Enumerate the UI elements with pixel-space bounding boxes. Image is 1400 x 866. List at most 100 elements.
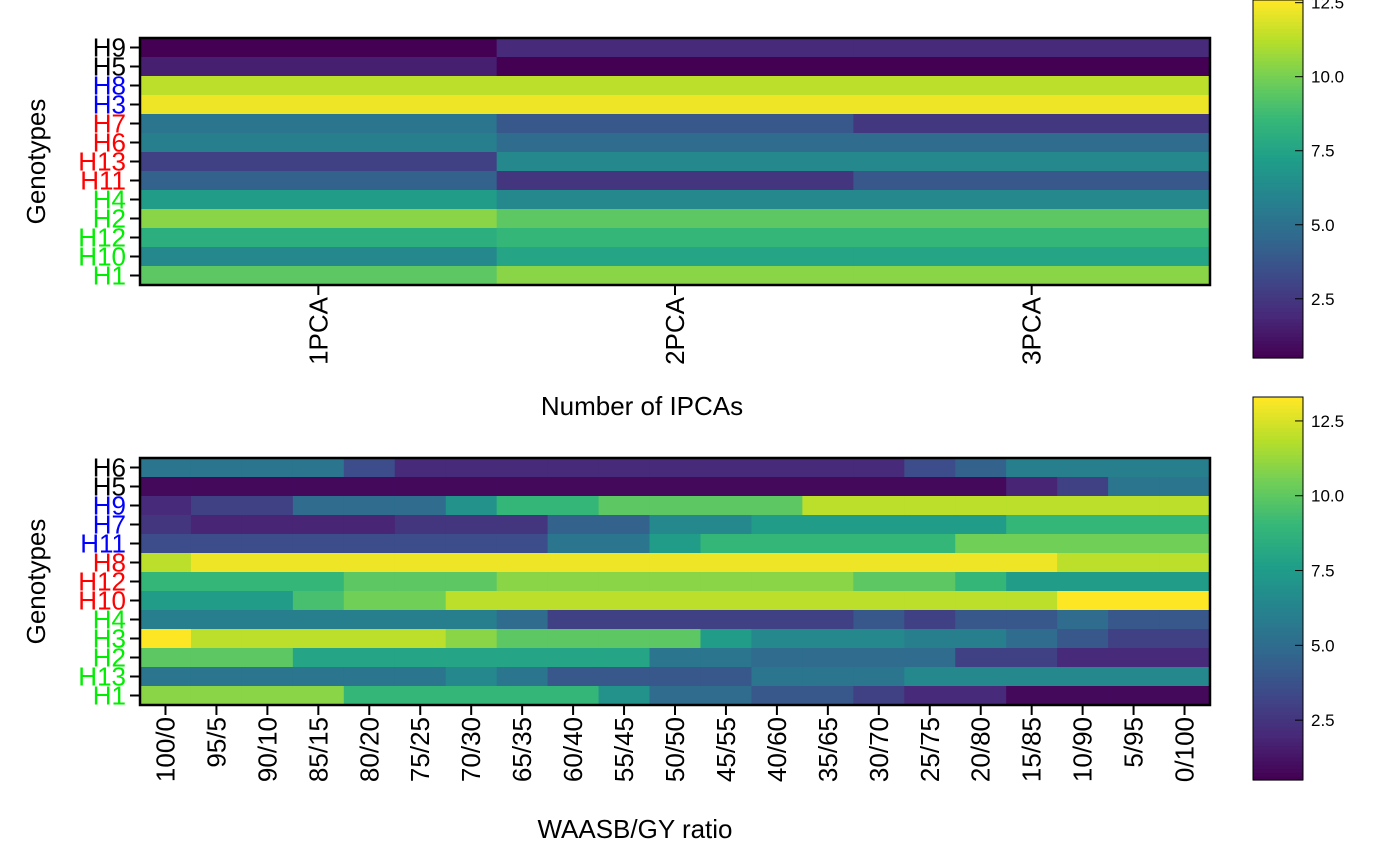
colorbar-segment [1253,336,1303,341]
heatmap-cell [1159,667,1211,687]
colorbar-segment [1253,676,1303,682]
heatmap-cell [496,515,549,535]
heatmap-cell [445,667,498,687]
heatmap-cell [496,266,854,286]
heatmap-cell [1108,686,1160,706]
colorbar-segment [1253,596,1303,601]
heatmap-cell [853,458,905,478]
heatmap-cell [598,667,651,687]
heatmap-cell [496,114,854,134]
heatmap-cell [700,667,753,687]
heatmap-cell [343,496,396,516]
heatmap-cell [751,534,803,554]
heatmap-cell [1159,648,1211,668]
heatmap-cell [1057,534,1109,554]
heatmap-cell [394,686,447,706]
heatmap-cell [1108,553,1160,573]
heatmap-cell [140,648,192,668]
y-tick-label: H4 [93,185,126,215]
colorbar-segment [1253,691,1303,697]
colorbar-segment [1253,146,1303,151]
heatmap-cell [445,553,498,573]
heatmap-cell [955,629,1007,649]
heatmap-cell [649,534,702,554]
heatmap-cell [904,667,956,687]
heatmap-cell [445,477,498,497]
colorbar-segment [1253,630,1303,636]
x-axis-title: WAASB/GY ratio [537,814,732,844]
heatmap-cell [853,629,905,649]
heatmap-cell [190,458,243,478]
heatmap-cell [1057,572,1109,592]
heatmap-cell [343,629,396,649]
heatmap-cell [394,496,447,516]
heatmap-cell [496,591,549,611]
colorbar-segment [1253,611,1303,616]
colorbar-segment [1253,397,1303,402]
heatmap-cell [496,247,854,267]
heatmap-cell [853,572,905,592]
heatmap-cell [496,190,854,210]
heatmap-cell [598,515,651,535]
colorbar-segment [1253,57,1303,62]
heatmap-cell [904,572,956,592]
heatmap-cell [547,534,600,554]
heatmap-cell [853,477,905,497]
heatmap-cell [802,515,854,535]
heatmap-cell [241,648,294,668]
heatmap-cell [394,553,447,573]
colorbar-tick-label: 12.5 [1311,412,1344,431]
heatmap-cell [598,572,651,592]
x-tick-label: 20/80 [966,717,996,782]
heatmap-cell [140,458,192,478]
x-axis-title: Number of IPCAs [541,391,743,421]
colorbar-segment [1253,132,1303,137]
heatmap-cell [598,648,651,668]
heatmap-cell [1108,572,1160,592]
colorbar-segment [1253,580,1303,586]
colorbar-segment [1253,672,1303,678]
heatmap-cell [496,648,549,668]
colorbar-tick-label: 12.5 [1311,0,1344,13]
colorbar-segment [1253,289,1303,295]
heatmap-cell [394,477,447,497]
heatmap-cell [394,458,447,478]
heatmap-cell [955,591,1007,611]
colorbar-segment [1253,485,1303,490]
heatmap-cell [140,553,192,573]
colorbar-segment [1253,307,1303,313]
y-tick-label: H7 [93,109,126,139]
x-tick-label: 1PCA [303,296,333,365]
colorbar-frame [1252,396,1304,781]
heatmap-cell [241,477,294,497]
y-tick-label: H11 [80,529,126,559]
heatmap-cell [547,458,600,478]
colorbar-segment [1253,68,1303,73]
colorbar-segment [1253,243,1303,248]
colorbar-segment [1253,634,1303,639]
heatmap-cell [853,515,905,535]
heatmap-cell [190,667,243,687]
heatmap-cell [955,686,1007,706]
y-tick-label: H13 [78,147,126,177]
heatmap-cell [1057,458,1109,478]
heatmap-cell [394,610,447,630]
colorbar-segment [1253,435,1303,440]
colorbar-segment [1253,473,1303,479]
heatmap-cell [1159,553,1211,573]
heatmap-cell [190,629,243,649]
y-tick-label: H10 [78,242,126,272]
colorbar-frame [1252,0,1304,359]
colorbar-segment [1253,619,1303,624]
x-tick-label: 70/30 [456,717,486,782]
colorbar-segment [1253,711,1303,716]
colorbar-segment [1253,236,1303,241]
heatmap-cell [140,686,192,706]
heatmap-cell [445,591,498,611]
colorbar-segment [1253,239,1303,245]
x-tick-label: 50/50 [660,717,690,782]
heatmap-cell [140,190,498,210]
colorbar-segment [1253,442,1303,448]
